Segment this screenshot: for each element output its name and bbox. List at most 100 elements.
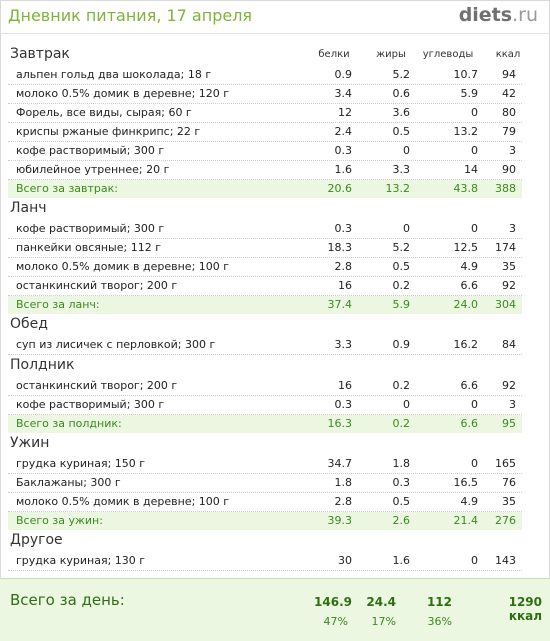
meal-section: Полдник останкинский творог; 200 г 16 0.2 6.… — [0, 355, 550, 433]
carbs-value: 21.4 — [453, 514, 479, 527]
fat-value: 0.6 — [392, 87, 411, 100]
kcal-value: 80 — [502, 106, 516, 119]
day-pct-fat: 17% — [371, 615, 396, 628]
food-name: останкинский творог; 200 г — [16, 379, 178, 392]
carbs-value: 0 — [471, 398, 478, 411]
fat-value: 3.6 — [392, 106, 411, 119]
kcal-value: 92 — [502, 379, 516, 392]
food-row: кофе растворимый; 300 г 0.3 0 0 3 — [8, 396, 522, 415]
fat-value: 0.5 — [392, 495, 411, 508]
column-header-protein: белки — [318, 49, 350, 60]
fat-value: 0.5 — [392, 125, 411, 138]
meal-total-label: Всего за ужин: — [16, 514, 103, 527]
kcal-value: 79 — [502, 125, 516, 138]
carbs-value: 6.6 — [460, 279, 479, 292]
kcal-value: 3 — [509, 222, 516, 235]
meal-total-label: Всего за завтрак: — [16, 182, 119, 195]
kcal-value: 388 — [495, 182, 516, 195]
protein-value: 0.3 — [334, 144, 353, 157]
meal-title: Ужин — [10, 435, 50, 451]
meal-section: Ужин грудка куриная; 150 г 34.7 1.8 0 165 Бакл… — [0, 433, 550, 530]
food-row: останкинский творог; 200 г 16 0.2 6.6 92 — [8, 377, 522, 396]
kcal-value: 94 — [502, 68, 516, 81]
fat-value: 1.8 — [392, 457, 411, 470]
food-row: кофе растворимый; 300 г 0.3 0 0 3 — [8, 142, 522, 161]
fat-value: 0.2 — [392, 279, 411, 292]
protein-value: 2.8 — [334, 495, 353, 508]
fat-value: 0.5 — [392, 260, 411, 273]
carbs-value: 4.9 — [460, 260, 479, 273]
day-total-label: Всего за день: — [10, 591, 125, 609]
kcal-value: 42 — [502, 87, 516, 100]
carbs-value: 24.0 — [453, 298, 479, 311]
kcal-value: 143 — [495, 554, 516, 567]
protein-value: 16 — [338, 379, 352, 392]
food-name: кофе растворимый; 300 г — [16, 144, 165, 157]
protein-value: 34.7 — [327, 457, 353, 470]
protein-value: 1.8 — [334, 476, 353, 489]
food-name: кофе растворимый; 300 г — [16, 398, 165, 411]
kcal-value: 76 — [502, 476, 516, 489]
food-row: суп из лисичек с перловкой; 300 г 3.3 0.9 1… — [8, 336, 522, 355]
site-logo[interactable]: diets.ru — [459, 4, 538, 26]
kcal-value: 35 — [502, 260, 516, 273]
day-total-fat: 24.4 — [366, 595, 396, 609]
food-name: криспы ржаные финкрипс; 22 г — [16, 125, 201, 138]
food-row: молоко 0.5% домик в деревне; 120 г 3.4 0.6… — [8, 85, 522, 104]
protein-value: 3.4 — [334, 87, 353, 100]
fat-value: 0 — [403, 222, 410, 235]
food-row: Форель, все виды, сырая; 60 г 12 3.6 0 80 — [8, 104, 522, 123]
fat-value: 0.3 — [392, 476, 411, 489]
protein-value: 20.6 — [327, 182, 353, 195]
day-total-footer: Всего за день: 146.9 24.4 112 1290 ккал … — [0, 578, 550, 641]
meal-total-row: Всего за ланч: 37.4 5.9 24.0 304 — [8, 296, 522, 314]
carbs-value: 0 — [471, 554, 478, 567]
fat-value: 5.2 — [392, 68, 411, 81]
food-name: панкейки овсяные; 112 г — [16, 241, 161, 254]
fat-value: 2.6 — [392, 514, 411, 527]
meal-total-row: Всего за полдник: 16.3 0.2 6.6 95 — [8, 415, 522, 433]
protein-value: 3.3 — [334, 338, 353, 351]
fat-value: 0 — [403, 144, 410, 157]
protein-value: 2.4 — [334, 125, 353, 138]
meal-title: Ланч — [10, 200, 47, 216]
protein-value: 2.8 — [334, 260, 353, 273]
header-divider — [0, 33, 550, 34]
protein-value: 0.3 — [334, 398, 353, 411]
protein-value: 16 — [338, 279, 352, 292]
fat-value: 5.9 — [392, 298, 411, 311]
day-total-carbs: 112 — [426, 595, 452, 609]
carbs-value: 6.6 — [460, 379, 479, 392]
food-name: молоко 0.5% домик в деревне; 120 г — [16, 87, 230, 100]
meal-section: Ланч кофе растворимый; 300 г 0.3 0 0 3 панкейк… — [0, 198, 550, 314]
protein-value: 0.3 — [334, 222, 353, 235]
food-row: панкейки овсяные; 112 г 18.3 5.2 12.5 174 — [8, 239, 522, 258]
fat-value: 0 — [403, 398, 410, 411]
kcal-value: 3 — [509, 398, 516, 411]
kcal-value: 95 — [502, 417, 516, 430]
fat-value: 1.6 — [392, 554, 411, 567]
diary-content: Завтрак альпен гольд два шоколада; 18 г 0.… — [0, 44, 550, 571]
kcal-value: 92 — [502, 279, 516, 292]
meal-total-label: Всего за ланч: — [16, 298, 100, 311]
food-name: останкинский творог; 200 г — [16, 279, 178, 292]
logo-tld: .ru — [512, 4, 538, 26]
day-pct-carbs: 36% — [427, 615, 452, 628]
carbs-value: 0 — [471, 144, 478, 157]
food-row: грудка куриная; 150 г 34.7 1.8 0 165 — [8, 455, 522, 474]
carbs-value: 5.9 — [460, 87, 479, 100]
logo-main: diets — [458, 4, 513, 26]
meal-total-row: Всего за завтрак: 20.6 13.2 43.8 388 — [8, 180, 522, 198]
protein-value: 30 — [338, 554, 352, 567]
food-row: грудка куриная; 130 г 30 1.6 0 143 — [8, 552, 522, 571]
protein-value: 0.9 — [334, 68, 353, 81]
fat-value: 3.3 — [392, 163, 411, 176]
carbs-value: 0 — [471, 457, 478, 470]
carbs-value: 10.7 — [453, 68, 479, 81]
food-row: криспы ржаные финкрипс; 22 г 2.4 0.5 13.2 79 — [8, 123, 522, 142]
food-row: Баклажаны; 300 г 1.8 0.3 16.5 76 — [8, 474, 522, 493]
meal-section: Другое грудка куриная; 130 г 30 1.6 0 143 — [0, 530, 550, 571]
fat-value: 0.2 — [392, 417, 411, 430]
food-row: альпен гольд два шоколада; 18 г 0.9 5.2 10.… — [8, 66, 522, 85]
day-total-protein: 146.9 — [314, 595, 352, 609]
